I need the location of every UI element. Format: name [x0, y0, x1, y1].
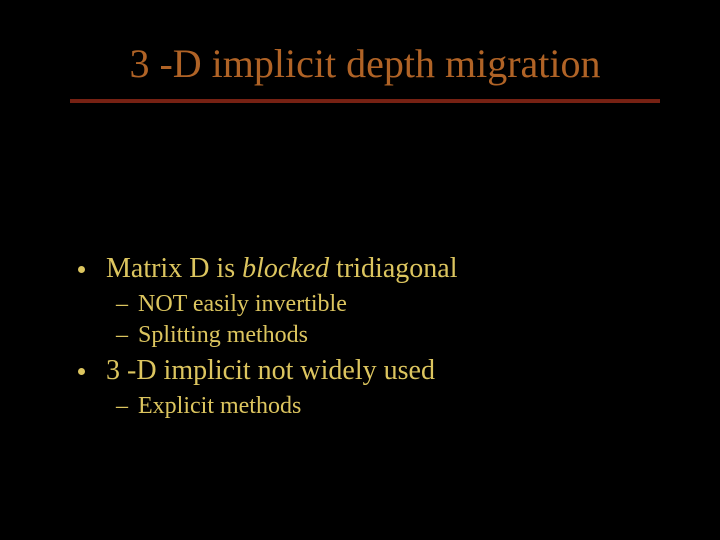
bullet-list: Matrix D is blocked tridiagonal – NOT ea… [70, 253, 660, 420]
slide: 3 -D implicit depth migration Matrix D i… [0, 0, 720, 540]
dash-icon: – [116, 291, 128, 318]
sub-item: – Explicit methods [116, 393, 660, 420]
bullet-suffix: tridiagonal [329, 253, 457, 284]
bullet-text: 3 -D implicit not widely used [106, 355, 435, 386]
bullet-prefix: 3 -D implicit not widely used [106, 355, 435, 386]
slide-title: 3 -D implicit depth migration [70, 40, 660, 87]
bullet-italic: blocked [242, 253, 329, 284]
title-divider [70, 99, 660, 103]
sub-text: Explicit methods [138, 393, 301, 419]
dash-icon: – [116, 322, 128, 349]
bullet-item: 3 -D implicit not widely used – Explicit… [78, 355, 660, 420]
sub-list: – Explicit methods [106, 393, 660, 420]
bullet-dot-icon [78, 266, 85, 273]
bullet-prefix: Matrix D is [106, 253, 242, 284]
bullet-item: Matrix D is blocked tridiagonal – NOT ea… [78, 253, 660, 349]
bullet-text: Matrix D is blocked tridiagonal [106, 253, 457, 284]
sub-item: – NOT easily invertible [116, 291, 660, 318]
sub-list: – NOT easily invertible – Splitting meth… [106, 291, 660, 349]
sub-text: Splitting methods [138, 322, 308, 348]
bullet-dot-icon [78, 368, 85, 375]
sub-text: NOT easily invertible [138, 291, 347, 317]
sub-item: – Splitting methods [116, 322, 660, 349]
dash-icon: – [116, 393, 128, 420]
